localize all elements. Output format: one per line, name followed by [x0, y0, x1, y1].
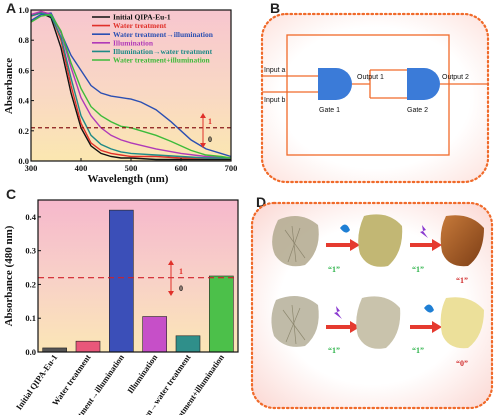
logic-gate-diagram: Input a Input b Gate 1 Gate 2 Output 1 O… [260, 12, 490, 184]
series-line-0 [30, 12, 231, 161]
leaf-water-treated-icon [440, 297, 484, 349]
panel-letter-d: D [256, 194, 267, 210]
bar [175, 335, 201, 353]
state-label: “1” [412, 346, 424, 355]
y-tick-label: 0.8 [18, 35, 29, 45]
leaf-illuminated-icon [440, 215, 484, 267]
threshold-switch-marker: 1 0 [200, 113, 212, 148]
state-label: “1” [328, 265, 340, 274]
y-axis-label: Absorbance [3, 58, 15, 114]
x-axis-label: Wavelength (nm) [88, 173, 169, 185]
threshold-label-low: 0 [208, 135, 212, 144]
leaf-photo-panel: “1” “1” “1” “1” “1” “0” [250, 201, 494, 410]
absorbance-line-chart: 1 0 300 400 500 600 700 0.0 0.2 0.4 0.6 0.8 1.0 In… [3, 5, 237, 185]
and-gate-1-icon [318, 68, 352, 100]
threshold-label-low: 0 [179, 284, 183, 293]
threshold-label-high: 1 [208, 117, 212, 126]
series-line-4 [30, 12, 231, 159]
lightning-icon [420, 225, 428, 238]
and-gate-2-icon [407, 68, 440, 100]
state-label: “0” [456, 359, 468, 368]
series-line-5 [30, 13, 232, 159]
legend-label: Water treatment+illumination [113, 56, 211, 65]
y-tick-label: 0.4 [25, 212, 36, 222]
gate-1-label: Gate 1 [319, 107, 340, 114]
x-tick-label: 700 [225, 163, 238, 173]
bar [42, 347, 67, 353]
bar [75, 340, 101, 353]
gate-2-label: Gate 2 [407, 107, 428, 114]
leaf-illuminated-icon [356, 296, 401, 349]
state-label: “1” [328, 346, 340, 355]
plot-background [31, 10, 231, 161]
input-b-label: Input b [264, 97, 286, 104]
threshold-switch-marker: 1 0 [168, 260, 183, 296]
y-tick-label: 0.2 [18, 126, 29, 136]
bar [109, 209, 134, 353]
y-tick-label: 0.4 [18, 96, 29, 106]
input-a-label: Input a [264, 67, 286, 74]
output-1-label: Output 1 [357, 74, 384, 81]
panel-letter-a: A [6, 0, 17, 16]
x-tick-label: 600 [175, 163, 188, 173]
panel-letter-c: C [6, 186, 17, 202]
legend-label: Water treatment [113, 21, 167, 30]
y-tick-label: 0.0 [18, 156, 29, 166]
y-tick-label: 1.0 [18, 5, 29, 15]
category-label: Illumination [125, 352, 159, 395]
y-tick-label: 0.0 [25, 347, 36, 357]
legend-label: Initial QIPA-Eu-1 [113, 13, 171, 22]
legend-label: Illumination [113, 38, 154, 47]
output-2-label: Output 2 [442, 74, 469, 81]
absorbance-bar-chart: 1 0 0.00.10.20.30.4 Initial QIPA-Eu-1Wat… [3, 199, 239, 415]
bar [142, 316, 167, 353]
y-tick-label: 0.1 [25, 313, 36, 323]
plot-background [38, 200, 238, 352]
y-tick-label: 0.6 [18, 65, 29, 75]
plot-frame [37, 199, 239, 353]
state-label: “1” [456, 276, 468, 285]
bar [209, 275, 234, 353]
y-axis-label: Absorbance (480 nm) [3, 225, 15, 326]
water-drop-icon [340, 224, 350, 233]
legend-label: Illumination→water treatment [113, 47, 213, 56]
circuit-wire-loop [286, 34, 450, 156]
legend-label: Water treatment→illumination [113, 30, 214, 39]
state-label: “1” [412, 265, 424, 274]
lightning-icon [334, 306, 342, 319]
leaf-water-treated-icon [358, 214, 403, 267]
y-tick-label: 0.3 [25, 246, 36, 256]
x-tick-label: 300 [25, 163, 38, 173]
panel-letter-b: B [270, 0, 281, 16]
y-tick-label: 0.2 [25, 279, 36, 289]
x-tick-label: 400 [75, 163, 88, 173]
leaf-initial-icon [271, 296, 319, 347]
x-tick-label: 500 [125, 163, 138, 173]
threshold-label-high: 1 [179, 267, 183, 276]
water-drop-icon [424, 304, 434, 313]
